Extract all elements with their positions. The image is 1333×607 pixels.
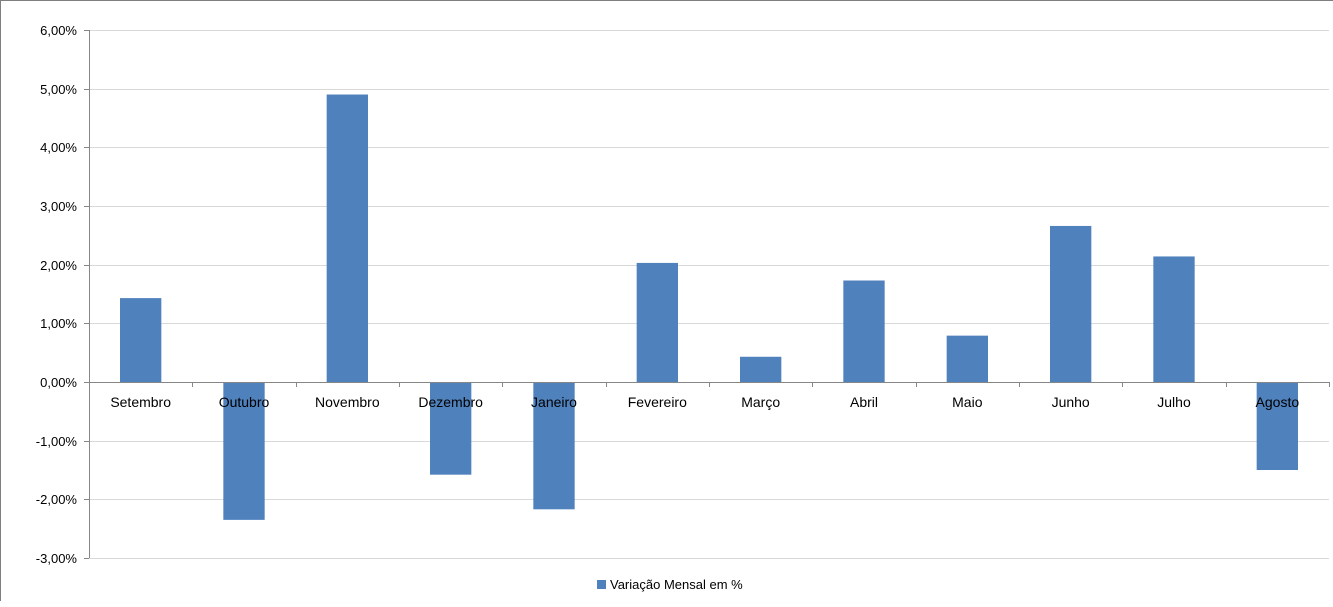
bar-outubro [223,382,265,520]
y-tick-label: 1,00% [40,316,77,331]
bar-maio [946,335,988,382]
y-tick-label: -2,00% [36,492,78,507]
y-tick-labels: 6,00% 5,00% 4,00% 3,00% 2,00% 1,00% 0,00% -1,00… [36,23,78,566]
x-tick-label: Agosto [1256,394,1300,410]
x-tick-label: Novembro [315,394,380,410]
bar-junho [1050,225,1092,382]
bar-fevereiro [636,262,678,382]
bar-março [740,356,782,382]
y-tick-label: 3,00% [40,199,77,214]
x-tick-label: Setembro [110,394,171,410]
x-tick-label: Maio [952,394,983,410]
bar-dezembro [430,382,472,475]
legend: Variação Mensal em % [597,577,743,592]
bar-janeiro [533,382,575,510]
gridlines [89,30,1329,559]
x-tick-labels: Setembro Outubro Novembro Dezembro Janeiro Fe… [110,394,1299,410]
y-tick-label: 4,00% [40,140,77,155]
x-tick-label: Junho [1052,394,1090,410]
legend-swatch [597,580,606,589]
bar-julho [1153,256,1195,382]
y-tick-label: 6,00% [40,23,77,38]
x-tick-label: Março [741,394,780,410]
y-tick-label: -3,00% [36,551,78,566]
bars [120,94,1298,520]
x-tick-label: Janeiro [531,394,577,410]
bar-novembro [326,94,368,382]
x-tick-label: Dezembro [418,394,483,410]
x-tick-label: Abril [850,394,878,410]
y-tick-label: 5,00% [40,82,77,97]
bar-agosto [1256,382,1298,470]
y-tick-label: -1,00% [36,434,78,449]
y-tick-label: 0,00% [40,375,77,390]
bar-setembro [120,298,162,382]
bar-abril [843,280,885,382]
legend-label: Variação Mensal em % [610,577,743,592]
x-tick-label: Julho [1157,394,1191,410]
axes [84,30,1330,559]
y-tick-label: 2,00% [40,258,77,273]
x-tick-label: Outubro [219,394,270,410]
x-tick-label: Fevereiro [628,394,687,410]
